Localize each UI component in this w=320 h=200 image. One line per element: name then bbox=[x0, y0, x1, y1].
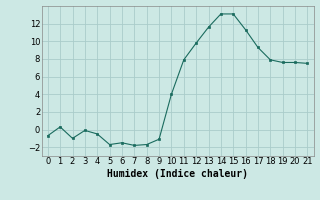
X-axis label: Humidex (Indice chaleur): Humidex (Indice chaleur) bbox=[107, 169, 248, 179]
